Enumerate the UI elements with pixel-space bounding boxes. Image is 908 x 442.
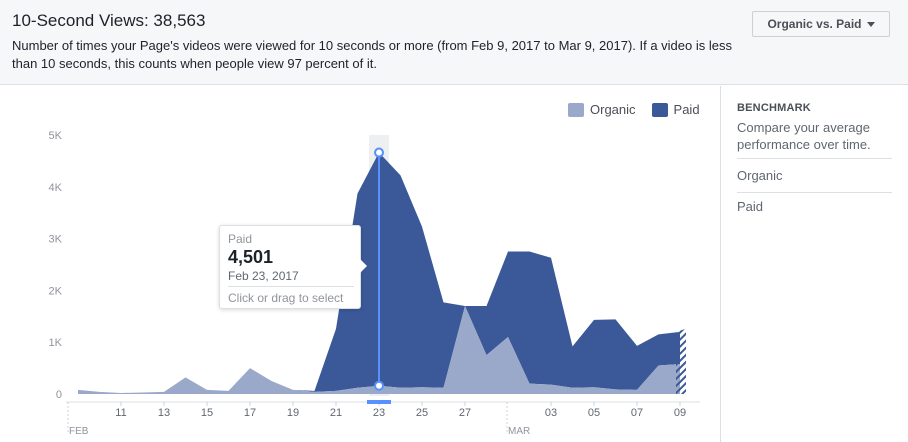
benchmark-divider [737, 158, 892, 159]
dropdown-label: Organic vs. Paid [767, 17, 862, 31]
data-point-tooltip: Paid 4,501 Feb 23, 2017 Click or drag to… [219, 225, 367, 309]
legend-item-organic[interactable]: Organic [568, 102, 636, 117]
legend-label-organic: Organic [590, 102, 636, 117]
x-tick-label: 19 [287, 407, 299, 419]
benchmark-option-organic[interactable]: Organic [737, 168, 783, 183]
metric-description: Number of times your Page's videos were … [12, 38, 732, 71]
x-tick-label: 21 [330, 407, 342, 419]
month-label: FEB [69, 426, 89, 437]
x-tick-label: 11 [115, 407, 126, 419]
legend-item-paid[interactable]: Paid [651, 102, 700, 117]
hover-point-paid [374, 147, 384, 158]
x-tick-label: 03 [545, 407, 557, 419]
benchmark-title: BENCHMARK [737, 102, 811, 114]
legend-swatch-paid [651, 102, 668, 117]
chart-legend: Organic Paid [568, 102, 716, 117]
hover-axis-marker [367, 400, 391, 404]
benchmark-description: Compare your average performance over ti… [737, 120, 871, 152]
legend-swatch-organic [568, 102, 584, 117]
y-tick-label: 3K [49, 234, 63, 246]
tooltip-date: Feb 23, 2017 [228, 269, 299, 283]
x-tick-label: 23 [373, 407, 385, 419]
benchmark-divider [737, 192, 892, 193]
views-area-chart[interactable]: 0 1K 2K 3K 4K 5K 11 13 15 17 19 21 23 25 27 03 05 07 09 FEB… [0, 86, 720, 442]
x-tick-label: 09 [674, 407, 686, 419]
y-tick-label: 4K [49, 182, 63, 194]
x-tick-label: 05 [588, 407, 600, 419]
x-tick-label: 13 [158, 407, 170, 419]
hover-point-organic [374, 380, 384, 391]
caret-down-icon [866, 21, 875, 27]
x-tick-label: 17 [244, 407, 256, 419]
x-tick-label: 27 [459, 407, 471, 419]
x-tick-label: 15 [201, 407, 213, 419]
tooltip-series: Paid [228, 232, 253, 246]
y-tick-label: 1K [49, 337, 63, 349]
x-tick-label: 07 [631, 407, 643, 419]
partial-data-hatch [676, 328, 686, 394]
legend-label-paid: Paid [673, 102, 700, 117]
y-tick-label: 2K [49, 285, 63, 297]
organic-vs-paid-dropdown[interactable]: Organic vs. Paid [752, 11, 890, 37]
y-tick-label: 0 [56, 389, 62, 401]
tooltip-value: 4,501 [228, 247, 274, 267]
month-label: MAR [508, 426, 530, 437]
tooltip-hint: Click or drag to select [228, 291, 344, 305]
chart-area[interactable]: 0 1K 2K 3K 4K 5K 11 13 15 17 19 21 23 25 27 03 05 07 09 FEB… [0, 86, 720, 442]
benchmark-panel: BENCHMARK Compare your average performan… [720, 86, 908, 442]
tooltip-divider [228, 286, 354, 287]
x-tick-label: 25 [416, 407, 428, 419]
header: 10-Second Views: 38,563 Number of times … [0, 0, 908, 85]
y-tick-label: 5K [49, 130, 63, 142]
benchmark-option-paid[interactable]: Paid [737, 199, 764, 214]
page-title: 10-Second Views: 38,563 [12, 11, 206, 30]
